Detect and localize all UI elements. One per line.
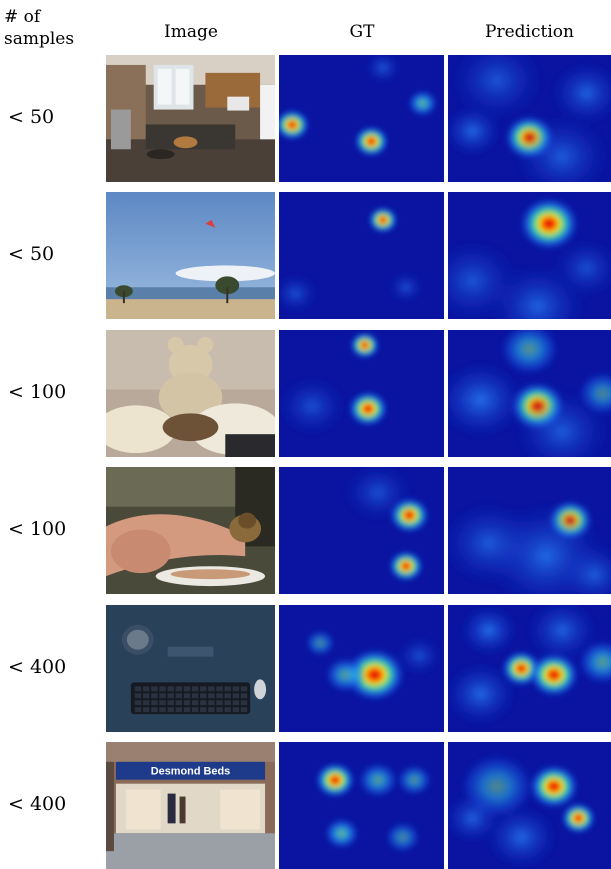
heatmap-svg: [448, 192, 611, 319]
heatmap-background: [279, 742, 444, 869]
heatmap-svg: [279, 330, 444, 457]
heatmap-svg: [279, 192, 444, 319]
prediction-panel: [448, 192, 611, 319]
gt-panel: [279, 192, 444, 319]
photo-bird-on-hand: [106, 467, 275, 594]
heatmap-svg: [279, 467, 444, 594]
samples-column-header: # of samples: [4, 7, 75, 49]
heatmap-peak: [387, 549, 425, 583]
heatmap-peak: [392, 632, 444, 679]
prediction-panel: [448, 467, 611, 594]
heatmap-peak: [361, 55, 405, 87]
heatmap-peak: [448, 234, 525, 319]
heatmap-peak: [346, 390, 390, 428]
heatmap-svg: [448, 742, 611, 869]
gt-panel: [279, 55, 444, 182]
heatmap-peak: [560, 802, 597, 835]
heatmap-peak: [406, 89, 439, 118]
heatmap-peak: [457, 605, 521, 659]
heatmap-peak: [352, 125, 390, 158]
heatmap-peak: [547, 58, 611, 128]
prediction-column-header: Prediction: [485, 22, 574, 42]
row-samples-label: < 50: [8, 242, 55, 265]
heatmap-peak: [448, 659, 520, 729]
heatmap-peak: [348, 331, 381, 360]
image-panel: [106, 55, 275, 182]
image-panel: Desmond Beds: [106, 742, 275, 869]
heatmap-svg: [279, 55, 444, 182]
heatmap-peak: [547, 233, 611, 303]
gt-panel: [279, 605, 444, 732]
heatmap-peak: [448, 790, 504, 846]
heatmap-peak: [279, 371, 352, 441]
image-panel: [106, 605, 275, 732]
photo-desk-keyboard: [106, 605, 275, 732]
image-panel: [106, 330, 275, 457]
gt-panel: [279, 742, 444, 869]
heatmap-svg: [448, 467, 611, 594]
gt-column-header: GT: [349, 22, 375, 42]
heatmap-peak: [323, 817, 361, 850]
gt-panel: [279, 467, 444, 594]
heatmap-peak: [356, 761, 400, 799]
image-column-header: Image: [164, 22, 218, 42]
prediction-panel: [448, 742, 611, 869]
heatmap-peak: [323, 656, 367, 694]
row-samples-label: < 400: [8, 655, 67, 678]
row-samples-label: < 400: [8, 792, 67, 815]
heatmap-svg: [448, 55, 611, 182]
row-samples-label: < 100: [8, 517, 67, 540]
heatmap-peak: [517, 196, 581, 252]
heatmap-peak: [367, 206, 399, 234]
heatmap-peak: [384, 268, 428, 306]
heatmap-peak: [338, 467, 418, 527]
photo-kitchen: [106, 55, 275, 182]
heatmap-peak: [448, 55, 550, 127]
heatmap-peak: [498, 330, 561, 377]
heatmap-peak: [279, 108, 311, 141]
heatmap-peak: [384, 821, 422, 854]
heatmap-peak: [555, 540, 611, 594]
heatmap-svg: [279, 742, 444, 869]
heatmap-peak: [509, 385, 611, 457]
photo-kite-beach: [106, 192, 275, 319]
heatmap-svg: [279, 605, 444, 732]
row-samples-label: < 50: [8, 105, 55, 128]
gt-panel: [279, 330, 444, 457]
heatmap-peak: [395, 763, 433, 797]
heatmap-peak: [304, 629, 337, 657]
image-panel: [106, 192, 275, 319]
heatmap-svg: [448, 330, 611, 457]
heatmap-peak: [313, 761, 357, 799]
heatmap-peak: [279, 270, 322, 317]
photo-teddy-bear-cat: [106, 330, 275, 457]
storefront-sign-text: Desmond Beds: [151, 766, 230, 778]
heatmap-svg: [448, 605, 611, 732]
prediction-panel: [448, 330, 611, 457]
row-samples-label: < 100: [8, 380, 67, 403]
heatmap-peak: [448, 497, 541, 590]
prediction-panel: [448, 605, 611, 732]
heatmap-peak: [522, 605, 602, 665]
heatmap-peak: [527, 763, 581, 810]
heatmap-peak: [509, 110, 611, 182]
prediction-panel: [448, 55, 611, 182]
heatmap-peak: [448, 358, 528, 442]
photo-storefront-desmond-beds: Desmond Beds: [106, 742, 275, 869]
image-panel: [106, 467, 275, 594]
